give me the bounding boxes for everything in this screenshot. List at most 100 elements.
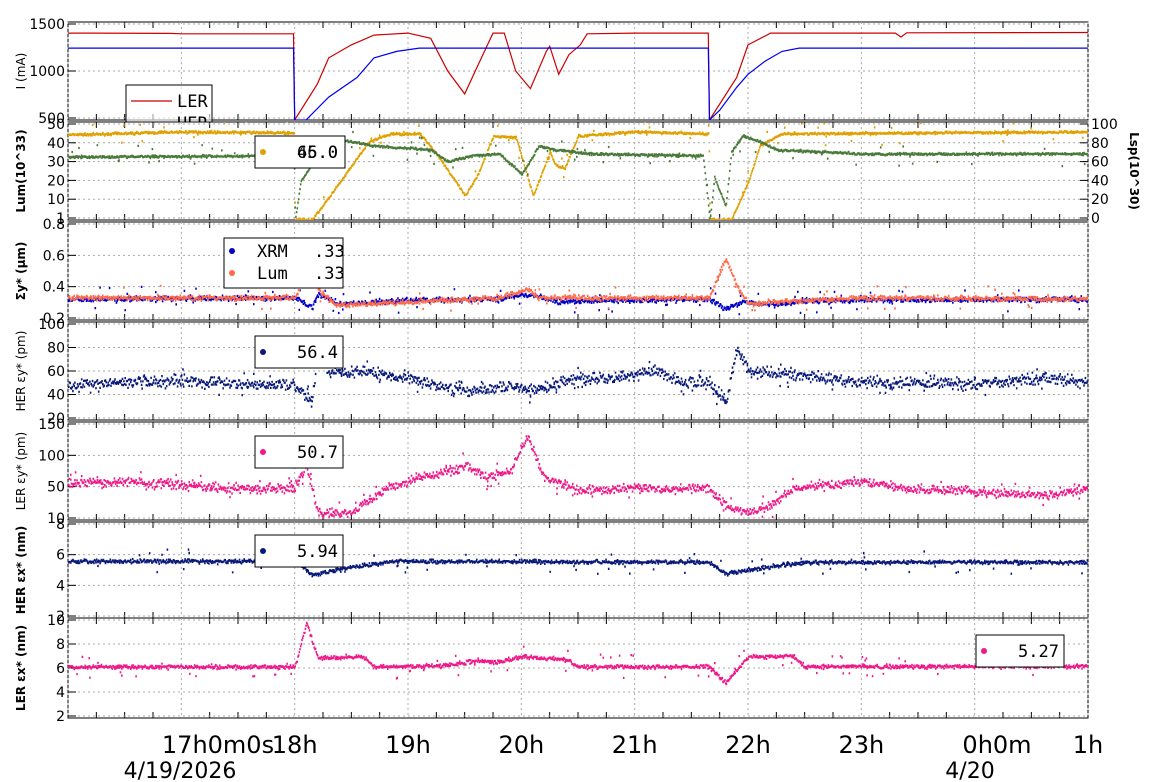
y-tick-label: 10: [47, 613, 65, 629]
x-tick-label: 20h: [498, 731, 544, 759]
legend-value: 5.94: [297, 542, 338, 562]
panel-frame: [67, 221, 1089, 321]
y-tick-label: 6: [56, 661, 65, 677]
y-axis-label: I (mA): [14, 53, 28, 90]
y-tick-label: 1500: [29, 17, 65, 33]
legend-sigma: XRM .33 Lum .33: [223, 237, 345, 289]
legend-value: .33: [314, 242, 345, 262]
y-axis-label: Σy* (μm): [14, 242, 28, 301]
x-tick-label: 0h0m: [962, 731, 1031, 759]
y-tick-label: 50: [47, 117, 65, 133]
legend-value: 5.27: [1018, 642, 1059, 662]
y-tick-label: 500: [38, 111, 65, 127]
y-tick-label: 20: [47, 173, 65, 189]
panel-frame: [67, 421, 1089, 521]
y-tick-label: 1: [56, 211, 65, 227]
x-tick-label: 22h: [725, 731, 771, 759]
y-tick-label: 80: [47, 341, 65, 357]
y-tick-label: 0.2: [43, 311, 65, 327]
y2-tick-label: 20: [1091, 192, 1109, 208]
panel-data: [68, 346, 1088, 408]
legend-dot: [260, 548, 266, 554]
legend-value: 46.0: [297, 143, 338, 163]
y-tick-label: 4: [56, 578, 65, 594]
series-points-lum: [68, 257, 1088, 312]
series-line-her: [68, 47, 1088, 120]
legend-box: [254, 135, 346, 169]
legend-ler_eps_x: 5.27: [975, 634, 1065, 668]
legend-box: [254, 534, 344, 568]
legend-box: [223, 237, 344, 289]
y-axis-label: HER εy* (pm): [14, 331, 28, 412]
legend-value: 50.7: [297, 443, 338, 463]
legend-dot: [260, 149, 266, 155]
legend-box: [254, 435, 344, 469]
y-axis-label: Lum(10^33): [14, 129, 28, 212]
y-tick-label: 6: [56, 548, 65, 564]
y-tick-label: 1000: [29, 64, 65, 80]
legend-dot: [229, 248, 235, 254]
panel-data: [68, 435, 1088, 520]
y-tick-label: 8: [56, 517, 65, 533]
panel-her_eps_y: 100 80 60 40 20 HER εy* (pm) 56.4: [14, 317, 1089, 427]
legend-dot: [260, 449, 266, 455]
legend-box: [975, 634, 1065, 668]
x-tick-label: 1h: [1073, 731, 1103, 759]
panel-data: [68, 257, 1088, 316]
y-axis-label: HER εx* (nm): [14, 526, 28, 615]
y-tick-label: 100: [38, 448, 65, 464]
y-tick-label: 0.4: [43, 280, 65, 296]
y-axis-label: LER εx* (nm): [14, 625, 28, 711]
legend-her_eps_y: 56.4: [254, 335, 344, 369]
y-tick-label: 10: [47, 511, 65, 527]
y-tick-label: 30: [47, 155, 65, 171]
y2-tick-label: 60: [1091, 155, 1109, 171]
y2-tick-label: 40: [1091, 173, 1109, 189]
y-tick-label: 2: [56, 709, 65, 725]
legend-value: 56.4: [297, 343, 338, 363]
y-tick-label: 50: [47, 480, 65, 496]
x-tick-label: 18h: [272, 731, 318, 759]
legend-value: .33: [314, 264, 345, 284]
y-tick-label: 100: [38, 317, 65, 333]
y-tick-label: 2: [56, 609, 65, 625]
y2-tick-label: 80: [1091, 136, 1109, 152]
panel-her_eps_x: 8 6 4 2 HER εx* (nm) 5.94: [14, 517, 1089, 625]
panel-sigma_y: 0.8 0.6 0.4 0.2 Σy* (μm) XRM .33 Lum .33: [14, 217, 1089, 327]
panel-data: [68, 122, 1088, 220]
series-points-hery: [68, 346, 1088, 408]
panel-ler_eps_x: 10 8 6 4 2 LER εx* (nm) 5.27: [14, 613, 1089, 725]
x-tick-label: 21h: [612, 731, 658, 759]
x-date-label: 4/19/2026: [124, 759, 237, 782]
y-tick-label: 40: [47, 388, 65, 404]
y-tick-label: 10: [47, 192, 65, 208]
y2-tick-label: 0: [1091, 211, 1100, 227]
legend-box: [254, 335, 344, 369]
y-tick-label: 20: [47, 411, 65, 427]
y-tick-label: 8: [56, 637, 65, 653]
series-points-lery: [68, 435, 1088, 520]
panel-ler_eps_y: 150 100 50 10 LER εy* (pm) 50.7: [14, 417, 1089, 527]
legend-label: XRM: [257, 242, 288, 262]
x-date-label: 4/20: [945, 759, 994, 782]
x-tick-label: 19h: [385, 731, 431, 759]
x-tick-label: 23h: [838, 731, 884, 759]
y2-tick-label: 100: [1091, 117, 1118, 133]
panel-data: [68, 31, 1088, 120]
panel-frame: [67, 521, 1089, 619]
legend-her_eps_x: 5.94: [254, 534, 344, 568]
legend-label: LER: [177, 92, 208, 112]
y2-axis-label: Lsp(10^30): [1127, 132, 1141, 210]
y-tick-label: 40: [47, 136, 65, 152]
panel-luminosity: 50 40 30 20 10 1 100 80 60 40 20 0 Lsp(10^30) Lum(10^…: [14, 117, 1141, 227]
y-axis-label: LER εy* (pm): [14, 432, 28, 511]
y-tick-label: 0.6: [43, 248, 65, 264]
y-tick-label: 0.8: [43, 217, 65, 233]
legend-dot: [260, 349, 266, 355]
legend-value: 65.0: [297, 143, 338, 163]
legend-ler_eps_y: 50.7: [254, 435, 344, 469]
legend-dot: [229, 270, 235, 276]
y-tick-label: 60: [47, 364, 65, 380]
